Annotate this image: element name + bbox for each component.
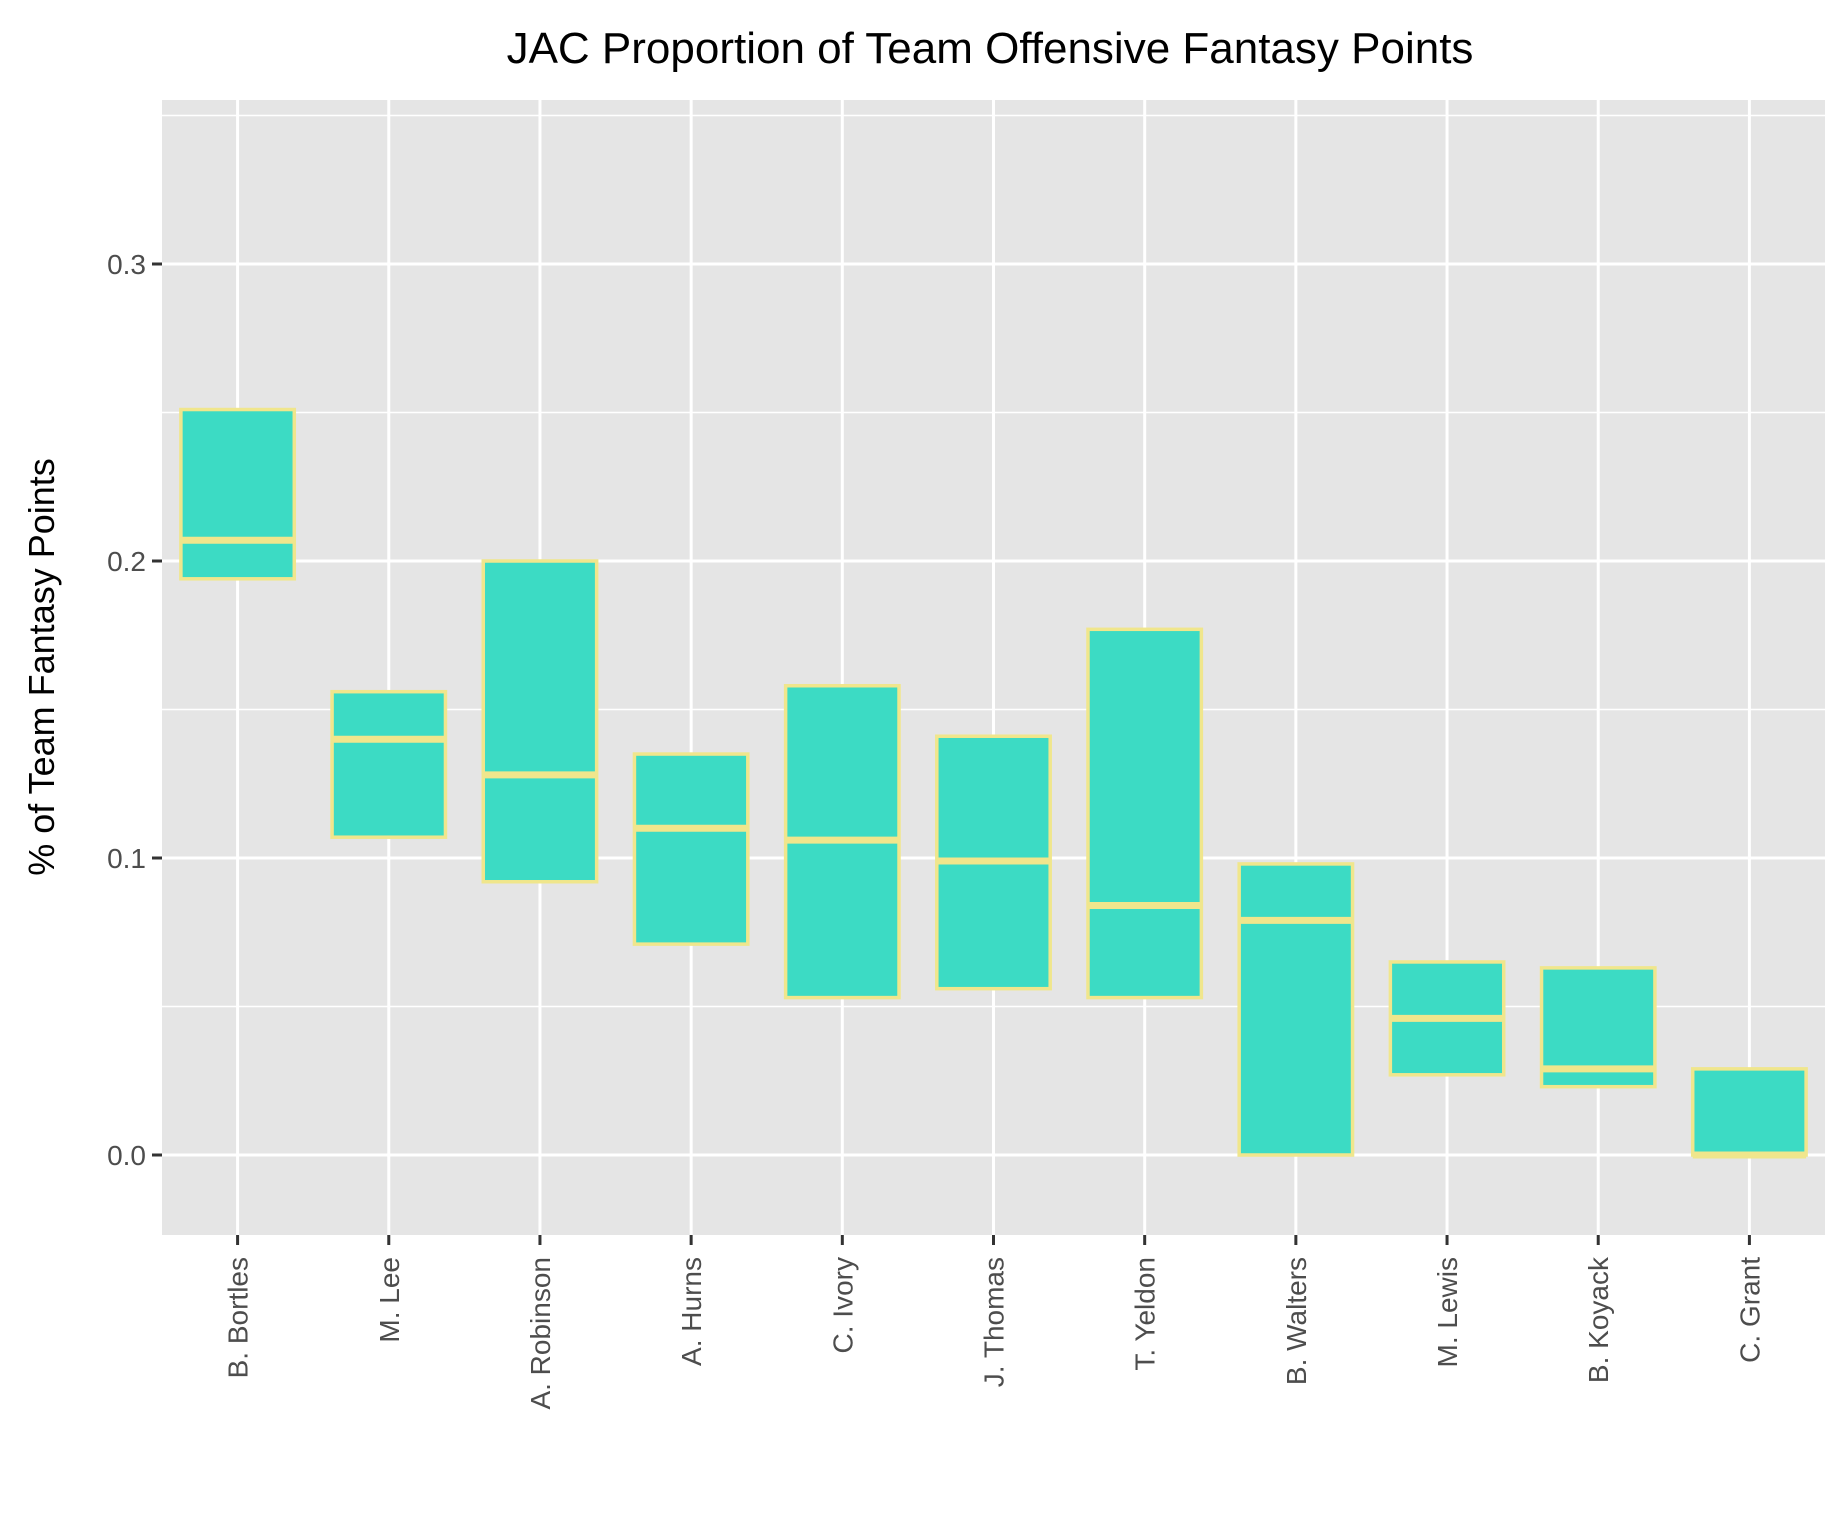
box-2: [481, 559, 599, 884]
box-3: [632, 752, 750, 946]
x-tick-label: B. Walters: [1281, 1257, 1312, 1385]
y-tick-label: 0.3: [107, 249, 146, 280]
box-0: [179, 407, 297, 581]
y-tick-label: 0.0: [107, 1140, 146, 1171]
box-6: [1086, 627, 1204, 1000]
box-7: [1237, 862, 1355, 1157]
chart-title: JAC Proportion of Team Offensive Fantasy…: [507, 24, 1474, 73]
boxes: [179, 407, 1808, 1159]
x-tick-label: T. Yeldon: [1130, 1257, 1161, 1371]
y-tick-label: 0.1: [107, 843, 146, 874]
box-10: [1690, 1067, 1808, 1157]
x-tick-label: J. Thomas: [979, 1257, 1010, 1387]
x-tick-label: B. Bortles: [223, 1257, 254, 1378]
x-tick-label: M. Lee: [374, 1257, 405, 1343]
box-1: [330, 689, 448, 839]
y-axis: 0.0 0.1 0.2 0.3: [107, 249, 162, 1171]
y-axis-label: % of Team Fantasy Points: [21, 458, 62, 876]
x-axis: B. Bortles M. Lee A. Robinson A. Hurns C. Iv…: [223, 1235, 1765, 1410]
x-tick-label: C. Ivory: [827, 1257, 858, 1353]
y-tick-label: 0.2: [107, 546, 146, 577]
x-tick-label: B. Koyack: [1583, 1256, 1614, 1383]
x-tick-label: M. Lewis: [1432, 1257, 1463, 1367]
x-tick-label: A. Robinson: [525, 1257, 556, 1410]
x-tick-label: A. Hurns: [676, 1257, 707, 1366]
x-tick-label: C. Grant: [1734, 1257, 1765, 1363]
